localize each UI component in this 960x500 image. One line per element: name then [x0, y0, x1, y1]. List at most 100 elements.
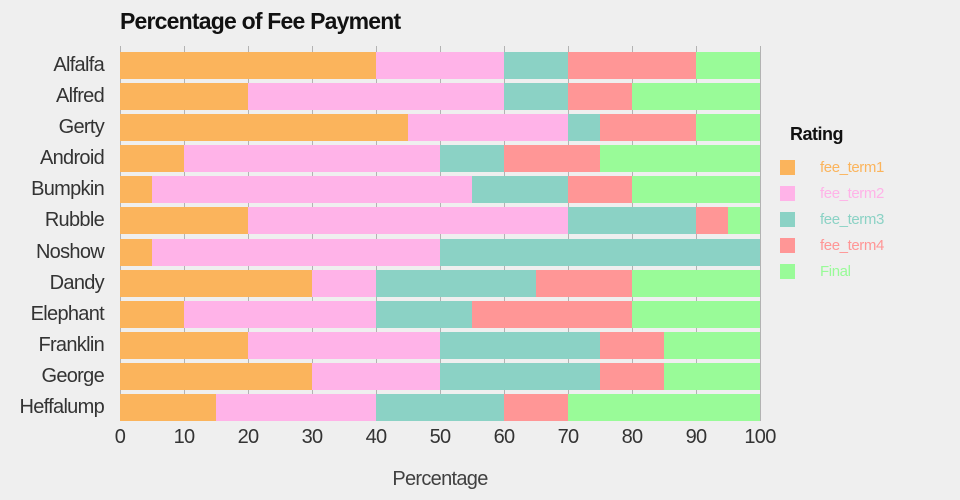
plot-area — [119, 46, 761, 422]
bar-row-george — [120, 363, 760, 391]
legend-item-fee_term1: fee_term1 — [780, 154, 884, 180]
bar-row-rubble — [120, 207, 760, 235]
bar-segment-fee_term4 — [568, 176, 632, 204]
bar-row-bumpkin — [120, 176, 760, 204]
x-axis-tick: 70 — [557, 426, 580, 448]
x-axis-tick: 40 — [365, 426, 388, 448]
legend-swatch-fee_term3 — [780, 211, 795, 227]
x-axis-tick: 0 — [114, 426, 126, 448]
bar-segment-fee_term1 — [120, 394, 216, 422]
bar-segment-fee_term2 — [216, 394, 376, 422]
legend-items: fee_term1 fee_term2 fee_term3 fee_term4 Fina… — [780, 154, 884, 284]
bar-segment-Final — [632, 82, 760, 110]
bar-segment-fee_term4 — [600, 363, 664, 391]
bar-segment-fee_term2 — [248, 207, 568, 235]
x-axis-tick: 50 — [429, 426, 452, 448]
y-axis-label: Gerty — [58, 115, 105, 138]
y-axis-labels: Alfalfa Alfred Gerty Android Bumpkin Rubble No… — [0, 46, 112, 421]
bar-segment-Final — [568, 394, 760, 422]
y-axis-label: Dandy — [49, 271, 105, 294]
bar-segment-fee_term2 — [248, 332, 440, 360]
bar-segment-fee_term2 — [184, 300, 376, 328]
y-axis-label: Heffalump — [19, 396, 105, 419]
x-axis-tick: 100 — [744, 426, 776, 448]
legend-item-fee_term4: fee_term4 — [780, 232, 884, 258]
bar-segment-fee_term4 — [696, 207, 728, 235]
bar-segment-fee_term3 — [440, 363, 600, 391]
y-axis-label: George — [41, 365, 104, 388]
legend: Rating fee_term1 fee_term2 fee_term3 fee_te… — [780, 124, 884, 284]
bar-row-noshow — [120, 238, 760, 266]
gridline-100 — [759, 46, 761, 421]
bar-row-gerty — [120, 113, 760, 141]
bar-segment-fee_term2 — [152, 176, 472, 204]
x-axis-tick: 60 — [493, 426, 516, 448]
bar-segment-fee_term4 — [472, 300, 632, 328]
bar-segment-fee_term1 — [120, 269, 312, 297]
bar-segment-fee_term2 — [248, 82, 504, 110]
x-axis-tick: 10 — [173, 426, 196, 448]
bar-segment-fee_term2 — [408, 113, 568, 141]
bar-segment-fee_term1 — [120, 207, 248, 235]
bar-segment-fee_term3 — [376, 269, 536, 297]
chart-title: Percentage of Fee Payment — [120, 8, 401, 34]
bar-segment-Final — [632, 300, 760, 328]
legend-label: Final — [820, 262, 851, 280]
bar-row-alfred — [120, 82, 760, 110]
bar-segment-Final — [632, 269, 760, 297]
bar-segment-fee_term4 — [600, 332, 664, 360]
bar-segment-fee_term3 — [440, 145, 504, 172]
x-axis-ticks: 0 10 20 30 40 50 60 70 80 90 100 — [115, 426, 777, 450]
legend-label: fee_term2 — [820, 184, 884, 202]
bar-segment-fee_term4 — [568, 51, 696, 79]
bar-row-heffalump — [120, 394, 760, 422]
legend-label: fee_term1 — [820, 158, 884, 176]
legend-label: fee_term4 — [820, 236, 884, 254]
bar-segment-fee_term4 — [504, 394, 568, 422]
bar-segment-Final — [664, 332, 760, 360]
y-axis-label: Elephant — [30, 302, 105, 325]
bar-segment-fee_term4 — [600, 113, 696, 141]
bar-segment-fee_term1 — [120, 51, 376, 79]
y-axis-label: Alfred — [55, 84, 105, 107]
y-axis-label: Rubble — [44, 209, 105, 232]
bar-segment-fee_term1 — [120, 363, 312, 391]
legend-item-Final: Final — [780, 258, 884, 284]
bar-segment-fee_term4 — [568, 82, 632, 110]
bar-segment-fee_term1 — [120, 113, 408, 141]
bar-row-alfalfa — [120, 51, 760, 79]
bar-segment-fee_term2 — [376, 51, 504, 79]
y-axis-label: Bumpkin — [31, 178, 105, 201]
bar-segment-fee_term3 — [440, 238, 760, 266]
bar-segment-fee_term2 — [152, 238, 440, 266]
bar-segment-Final — [728, 207, 760, 235]
y-axis-label: Noshow — [35, 240, 105, 263]
bar-segment-fee_term3 — [472, 176, 568, 204]
y-axis-label: Franklin — [38, 334, 104, 357]
legend-swatch-fee_term1 — [780, 159, 795, 175]
bar-segment-fee_term2 — [184, 145, 440, 172]
legend-item-fee_term2: fee_term2 — [780, 180, 884, 206]
bar-segment-fee_term3 — [568, 207, 696, 235]
legend-label: fee_term3 — [820, 210, 884, 228]
x-axis-tick: 30 — [301, 426, 324, 448]
bar-segment-fee_term4 — [536, 269, 632, 297]
bar-row-android — [120, 145, 760, 172]
bar-row-elephant — [120, 300, 760, 328]
bar-segment-Final — [600, 145, 760, 172]
bar-segment-Final — [632, 176, 760, 204]
bar-segment-fee_term1 — [120, 238, 152, 266]
bar-segment-fee_term3 — [568, 113, 600, 141]
bar-row-dandy — [120, 269, 760, 297]
legend-swatch-fee_term4 — [780, 237, 795, 253]
legend-swatch-fee_term2 — [780, 185, 795, 201]
bar-segment-fee_term3 — [504, 51, 568, 79]
legend-swatch-Final — [780, 263, 795, 279]
bar-segment-fee_term2 — [312, 269, 376, 297]
legend-title: Rating — [790, 124, 843, 144]
bar-segment-fee_term1 — [120, 145, 184, 172]
x-axis-tick: 80 — [621, 426, 644, 448]
legend-item-fee_term3: fee_term3 — [780, 206, 884, 232]
x-axis-tick: 90 — [685, 426, 708, 448]
